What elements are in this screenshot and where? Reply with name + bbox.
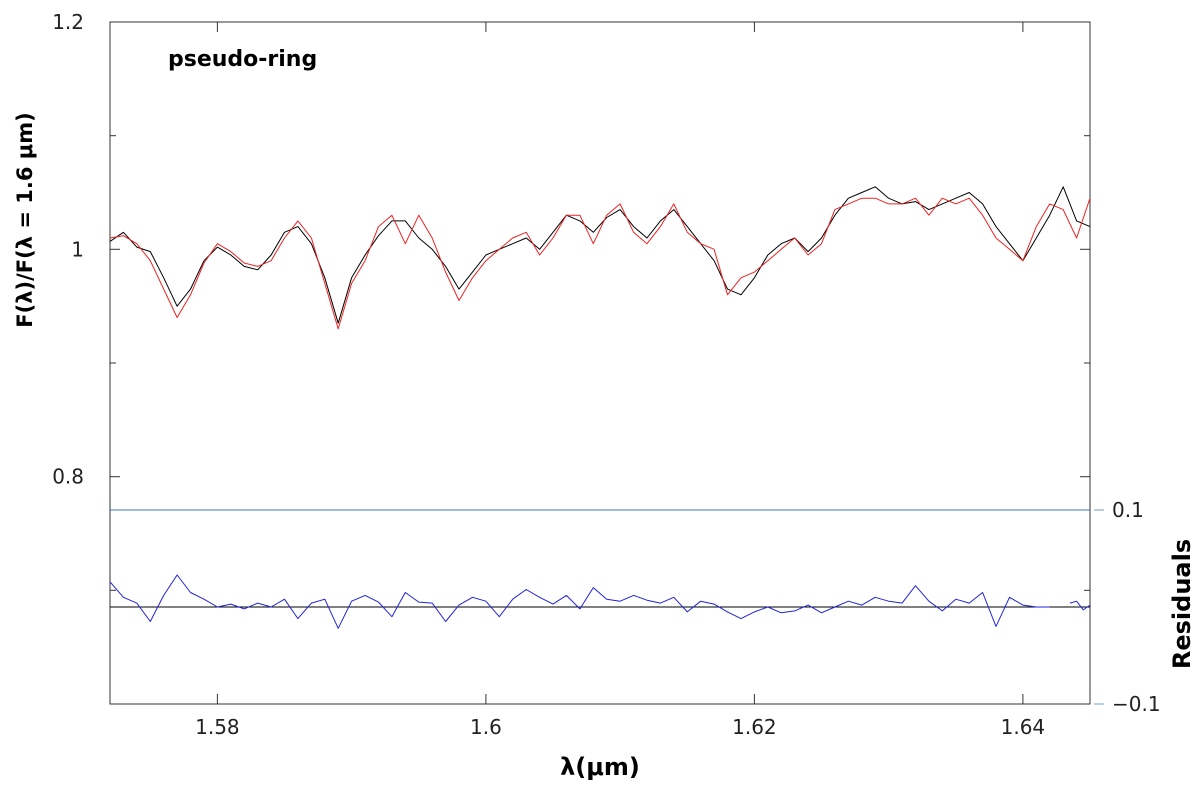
residual-axis-title: Residuals [1168, 539, 1196, 669]
x-tick-label: 1.58 [195, 715, 240, 739]
y-axis-ticks [110, 135, 1090, 591]
x-axis-tick-labels: 1.58 1.6 1.62 1.64 [195, 715, 1045, 739]
y-axis-title: F(λ)/F(λ = 1.6 μm) [13, 112, 37, 327]
series-line-model [109, 197, 1091, 330]
y-axis-tick-labels: 0.8 1 1.2 [52, 10, 84, 489]
series-line-residuals [109, 574, 1050, 629]
x-tick-label: 1.62 [732, 715, 777, 739]
series-line-residuals-tail [1069, 600, 1091, 611]
panel-annotation: pseudo-ring [168, 47, 317, 72]
residual-tick-label: −0.1 [1112, 692, 1161, 716]
residual-axis-tick-labels: 0.1 −0.1 [1112, 498, 1161, 716]
plot-frame [109, 21, 1091, 705]
x-axis-title: λ(μm) [560, 753, 640, 781]
x-axis-ticks [216, 22, 1024, 704]
residual-axis-ticks [1094, 509, 1104, 705]
x-tick-label: 1.6 [470, 715, 502, 739]
series-layer [109, 186, 1091, 629]
x-tick-label: 1.64 [1001, 715, 1046, 739]
y-tick-label: 1.2 [52, 10, 84, 34]
series-line-observed [109, 186, 1091, 324]
y-tick-label: 0.8 [52, 465, 84, 489]
y-tick-label: 1 [71, 237, 84, 261]
residual-tick-label: 0.1 [1112, 498, 1144, 522]
